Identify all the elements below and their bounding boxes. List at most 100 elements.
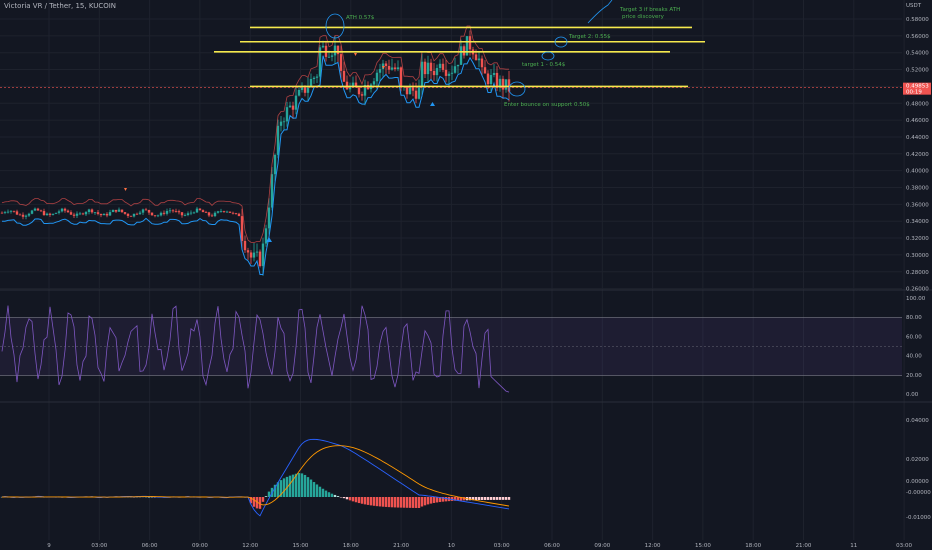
- candle: [135, 213, 139, 215]
- macd-bar: [252, 497, 256, 507]
- candle: [39, 210, 43, 212]
- candle: [243, 240, 247, 251]
- candle: [408, 86, 412, 95]
- macd-bar: [375, 497, 379, 507]
- candle: [120, 209, 124, 213]
- candle: [501, 78, 505, 90]
- candle: [189, 212, 193, 214]
- price-tick: 0.56000: [906, 34, 929, 40]
- price-tick: 0.28000: [906, 270, 929, 276]
- candle: [186, 213, 190, 216]
- candle: [327, 56, 331, 58]
- candle: [414, 90, 418, 99]
- candle: [18, 214, 22, 216]
- candle: [396, 67, 400, 70]
- candle: [339, 54, 343, 71]
- candle: [198, 208, 202, 211]
- candle: [441, 63, 445, 70]
- candle: [342, 70, 346, 82]
- time-tick: 15:00: [695, 543, 711, 549]
- candle: [150, 212, 154, 216]
- macd-bar: [456, 497, 460, 501]
- candle: [144, 209, 148, 211]
- candle: [96, 212, 100, 214]
- candle: [288, 105, 292, 108]
- macd-bar: [501, 497, 505, 500]
- current-price-sub: 00:19: [906, 90, 922, 96]
- price-tick: 0.40000: [906, 169, 929, 175]
- candle: [468, 36, 472, 50]
- macd-bar: [420, 497, 424, 507]
- candle: [54, 212, 58, 214]
- macd-bar: [387, 497, 391, 508]
- macd-bar: [327, 492, 331, 497]
- time-tick: 21:00: [796, 543, 812, 549]
- macd-bar: [324, 490, 328, 497]
- annotation-ath: ATH 0.57$: [346, 15, 375, 21]
- rsi-tick: 80.00: [906, 315, 922, 321]
- price-tick: 0.38000: [906, 186, 929, 192]
- candle: [477, 58, 481, 61]
- macd-bar: [438, 497, 442, 503]
- candle: [171, 210, 175, 212]
- candle: [75, 213, 79, 216]
- rsi-tick: 100.00: [906, 296, 926, 302]
- price-tick: 0.26000: [906, 287, 929, 293]
- entry-circle: [508, 81, 526, 97]
- candle: [294, 95, 298, 110]
- macd-bar: [498, 497, 502, 500]
- macd-bar: [363, 497, 367, 505]
- sell-marker-icon: [124, 188, 127, 191]
- candle: [207, 212, 211, 216]
- candle: [411, 86, 415, 91]
- time-tick: 03:00: [91, 543, 107, 549]
- macd-bar: [459, 497, 463, 501]
- macd-bar: [249, 497, 253, 504]
- macd-pane[interactable]: [0, 438, 511, 517]
- time-tick: 15:00: [293, 543, 309, 549]
- candle: [183, 215, 187, 216]
- candle: [48, 213, 52, 215]
- candle: [450, 72, 454, 74]
- rsi-tick: 0.00: [906, 392, 919, 398]
- rsi-pane[interactable]: [0, 305, 902, 393]
- macd-bar: [315, 484, 319, 497]
- candle: [126, 213, 130, 216]
- axes: USDT0.580000.560000.540000.520000.500000…: [47, 3, 931, 549]
- candle: [303, 85, 307, 93]
- candle: [57, 211, 61, 213]
- macd-bar: [261, 497, 265, 502]
- candle: [210, 215, 214, 217]
- macd-tick: -0.00000: [906, 490, 931, 496]
- target1-circle: [541, 51, 555, 61]
- macd-bar: [309, 479, 313, 497]
- sell-marker-icon: [382, 66, 385, 69]
- candle: [105, 213, 109, 216]
- candle: [51, 213, 55, 215]
- time-tick: 12:00: [242, 543, 258, 549]
- macd-bar: [147, 496, 151, 498]
- macd-bar: [300, 473, 304, 497]
- candle: [453, 66, 457, 73]
- macd-bar: [432, 497, 436, 503]
- candle: [81, 213, 85, 215]
- candle: [234, 213, 238, 214]
- candle: [249, 252, 253, 258]
- candle: [87, 209, 91, 213]
- candle: [153, 215, 157, 217]
- chart-title: Victoria VR / Tether, 15, KUCOIN: [4, 2, 117, 10]
- macd-bar: [381, 497, 385, 507]
- price-tick: 0.48000: [906, 101, 929, 107]
- candle: [102, 213, 106, 216]
- rsi-line: [1, 305, 510, 393]
- candle: [444, 69, 448, 76]
- candle: [225, 211, 229, 213]
- candle: [12, 210, 16, 212]
- macd-bar: [468, 497, 472, 501]
- macd-bar: [414, 497, 418, 508]
- candle: [177, 211, 181, 213]
- macd-bar: [303, 474, 307, 497]
- candle: [237, 213, 241, 217]
